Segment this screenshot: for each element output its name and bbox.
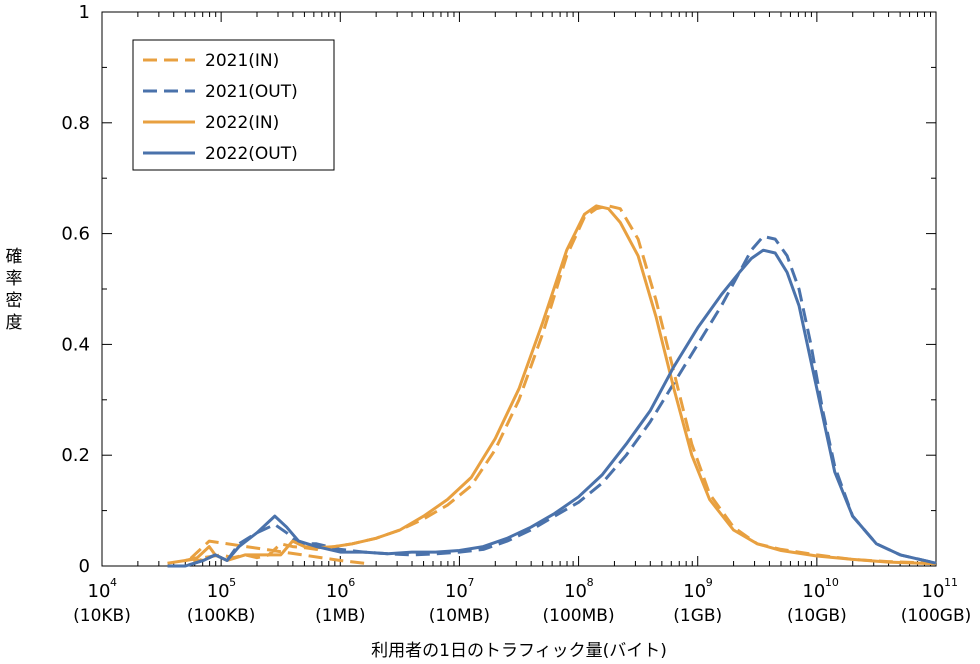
x-tick-exponent: 6 [348,576,355,589]
legend-label: 2021(IN) [205,51,279,71]
legend-label: 2022(IN) [205,113,279,133]
series-line-2021-out [167,234,937,568]
y-tick-labels: 0 0.2 0.4 0.6 0.8 1 [61,2,90,577]
x-tick-exponent: 10 [825,576,839,589]
x-tick-label: 10 5 (100KB) [187,576,256,626]
series-line-2022-in [167,204,937,566]
legend: 2021(IN) 2021(OUT) 2022(IN) 2022(OUT) [132,39,335,171]
x-tick-sublabel: (100KB) [187,606,256,626]
x-tick-base: 10 [207,581,230,602]
x-tick-label: 10 4 (10KB) [73,576,131,626]
axis-ticks [101,11,936,567]
x-tick-base: 10 [922,581,945,602]
x-tick-sublabel: (1MB) [315,606,365,626]
x-tick-base: 10 [683,581,706,602]
x-tick-label: 10 8 (100MB) [543,576,615,626]
x-tick-sublabel: (100GB) [901,606,972,626]
series-layer [167,204,937,568]
y-tick-label: 0 [79,556,90,577]
y-axis-title: 確率密度 [6,247,23,333]
x-tick-base: 10 [802,581,825,602]
x-tick-exponent: 5 [229,576,236,589]
x-tick-base: 10 [326,581,349,602]
y-tick-label: 0.2 [61,445,90,466]
x-tick-base: 10 [445,581,468,602]
legend-label: 2021(OUT) [205,82,298,102]
legend-box [132,39,335,171]
series-line-2022-out [167,248,937,568]
x-tick-labels: 10 4(10KB)10 5(100KB)10 6(1MB)10 7(10MB)10 8(… [73,576,971,626]
x-tick-sublabel: (10KB) [73,606,131,626]
x-tick-exponent: 4 [110,576,117,589]
x-tick-exponent: 9 [706,576,713,589]
x-tick-label: 10 9 (1GB) [673,576,722,626]
y-tick-label: 1 [79,2,90,23]
x-tick-label: 10 6 (1MB) [315,576,365,626]
y-tick-label: 0.6 [61,224,90,245]
x-tick-exponent: 7 [467,576,474,589]
x-tick-label: 10 11 (100GB) [901,576,972,626]
x-axis-title: 利用者の1日のトラフィック量(バイト) [371,641,667,661]
x-tick-exponent: 8 [587,576,594,589]
x-tick-sublabel: (10GB) [787,606,847,626]
x-tick-label: 10 7 (10MB) [429,576,490,626]
y-tick-label: 0.8 [61,113,90,134]
x-tick-base: 10 [564,581,587,602]
y-tick-label: 0.4 [61,334,90,355]
x-tick-sublabel: (1GB) [673,606,722,626]
legend-label: 2022(OUT) [205,144,298,164]
x-tick-exponent: 11 [944,576,958,589]
x-tick-sublabel: (10MB) [429,606,490,626]
x-tick-label: 10 10 (10GB) [787,576,847,626]
x-tick-sublabel: (100MB) [543,606,615,626]
x-tick-base: 10 [88,581,111,602]
